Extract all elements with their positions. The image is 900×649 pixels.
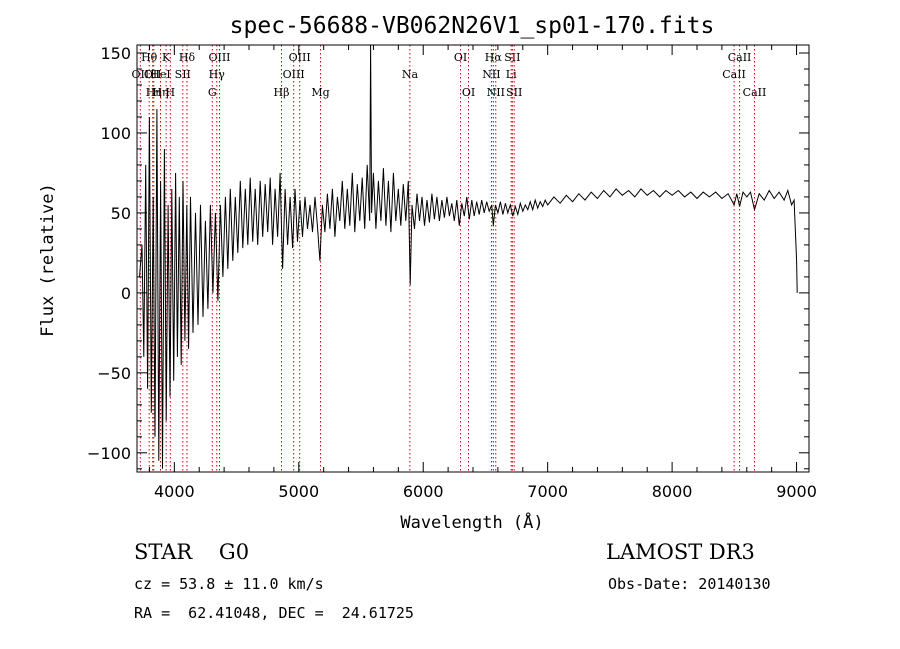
plot-frame [136, 44, 810, 473]
line-marker-label-20: NII [482, 68, 500, 81]
line-marker-label-23: Li [506, 68, 517, 81]
x-tick-label: 8000 [652, 482, 693, 501]
line-marker-label-28: CaII [743, 86, 767, 99]
y-tick-label: 0 [121, 284, 131, 303]
x-tick-label: 7000 [527, 482, 568, 501]
y-axis-label: Flux (relative) [38, 183, 58, 337]
y-tick-label: 150 [100, 44, 131, 63]
line-marker-label-27: CaII [728, 51, 752, 64]
y-tick-label: 100 [100, 124, 131, 143]
line-marker-label-10: G [208, 86, 217, 99]
line-marker-label-15: OIII [289, 51, 311, 64]
line-marker-label-21: NII [487, 86, 505, 99]
y-tick-label: −50 [97, 364, 131, 383]
line-marker-label-5: Hη [152, 86, 168, 99]
line-marker-label-7: H [166, 86, 176, 99]
object-class-label: STAR G0 [134, 540, 250, 564]
line-marker-label-24: SII [504, 51, 520, 64]
line-marker-label-0: OII [132, 68, 150, 81]
line-marker-label-8: SII [175, 68, 191, 81]
line-marker-label-19: OI [462, 86, 475, 99]
x-axis-label: Wavelength (Å) [400, 511, 543, 533]
line-marker-label-12: OIII [208, 51, 230, 64]
line-marker-label-16: Mg [311, 86, 329, 99]
line-marker-label-22: Hα [485, 51, 503, 64]
x-tick-label: 9000 [776, 482, 817, 501]
line-marker-label-9: Hδ [179, 51, 196, 64]
y-tick-label: −100 [87, 444, 131, 463]
line-marker-label-25: SII [506, 86, 522, 99]
x-tick-label: 4000 [154, 482, 195, 501]
line-marker-label-26: CaII [722, 68, 746, 81]
coordinates-readout: RA = 62.41048, DEC = 24.61725 [134, 604, 414, 622]
line-marker-label-18: OI [454, 51, 467, 64]
line-marker-label-2: OII [144, 68, 162, 81]
line-marker-label-11: Hγ [209, 68, 226, 81]
y-axis: −100 −50 0 50 100 150 [87, 44, 809, 470]
line-marker-label-17: Na [402, 68, 419, 81]
observation-date: Obs-Date: 20140130 [608, 575, 771, 593]
x-axis: 4000 5000 6000 7000 8000 9000 [148, 45, 817, 501]
flux-series-line [139, 44, 798, 469]
x-tick-label: 6000 [403, 482, 444, 501]
survey-label: LAMOST DR3 [606, 540, 755, 564]
line-marker-label-3: Hη [146, 86, 162, 99]
y-tick-label: 50 [111, 204, 131, 223]
redshift-readout: cz = 53.8 ± 11.0 km/s [134, 575, 324, 593]
line-marker-label-13: Hβ [274, 86, 290, 99]
chart-title: spec-56688-VB062N26V1_sp01-170.fits [230, 13, 715, 39]
line-marker-label-6: K [162, 51, 171, 64]
x-tick-label: 5000 [278, 482, 319, 501]
line-marker-label-14: OIII [283, 68, 305, 81]
spectral-line-markers: OIIHθOIIHηHeIHηKHSIIHδGHγOIIIHβOIIIOIIIM… [132, 45, 767, 472]
